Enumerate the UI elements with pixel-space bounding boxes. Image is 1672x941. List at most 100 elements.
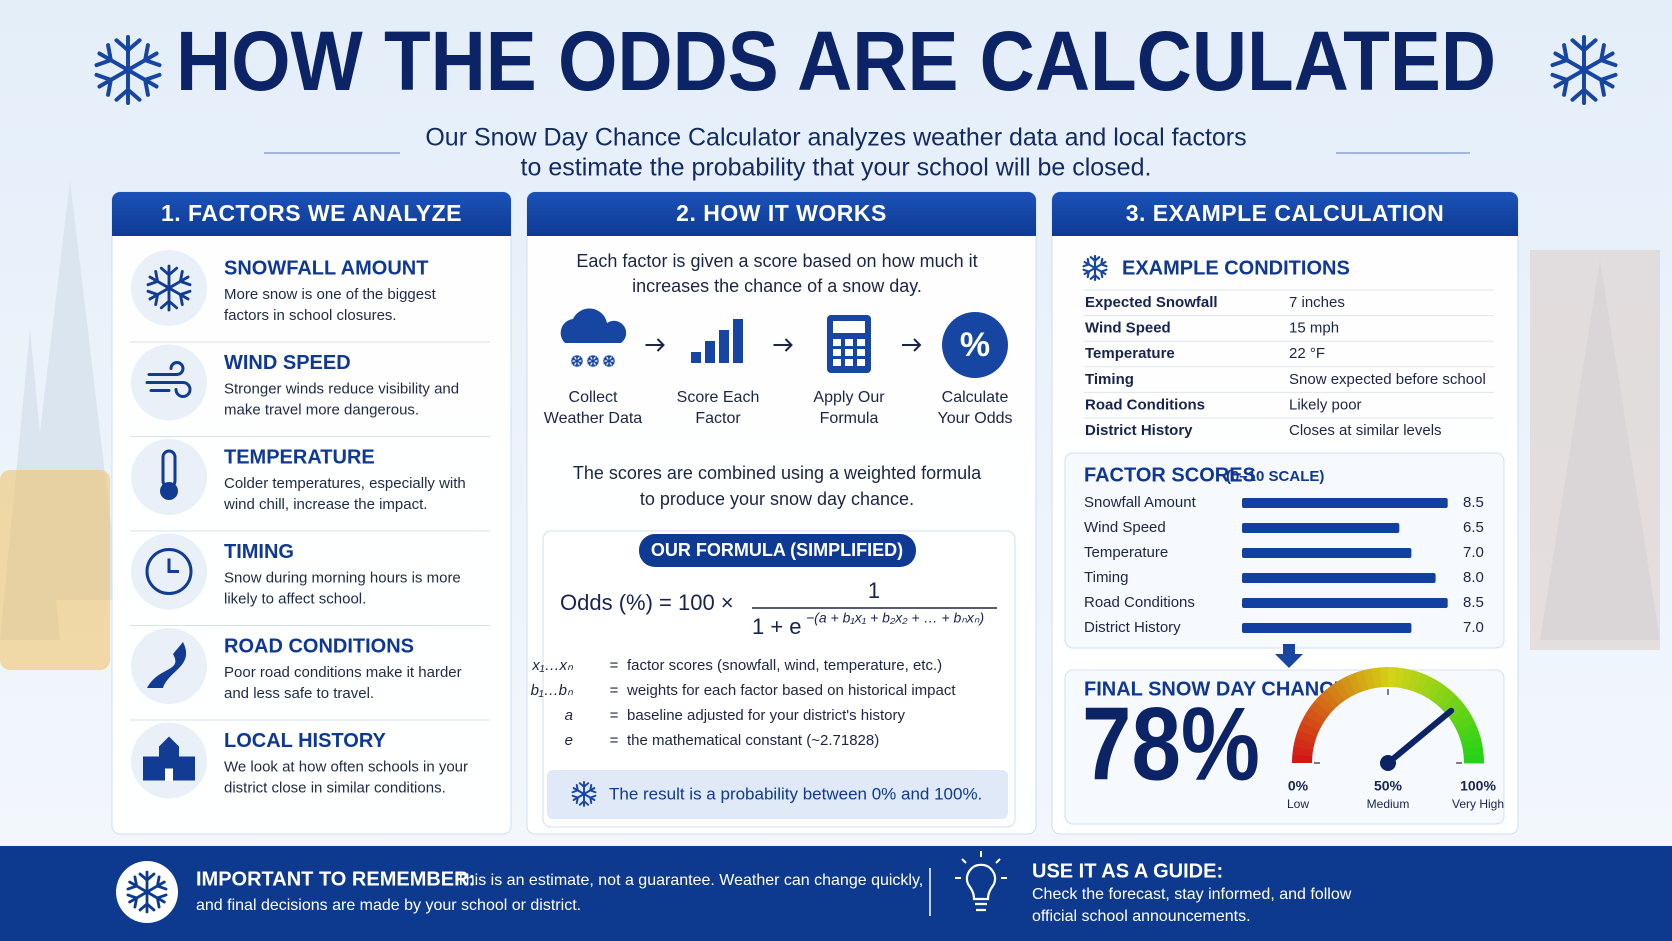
term-meaning: weights for each factor based on histori… <box>626 682 956 699</box>
panel-header <box>112 192 511 236</box>
remember-title: IMPORTANT TO REMEMBER: <box>196 868 475 890</box>
guide-text: Check the forecast, stay informed, and f… <box>1032 886 1352 903</box>
gauge-segment <box>1379 667 1389 688</box>
gauge-segment <box>1450 707 1472 726</box>
gauge-segment <box>1340 675 1357 698</box>
formula-denominator: 1 + e <box>752 614 802 639</box>
factor-desc: factors in school closures. <box>224 307 397 324</box>
score-bar <box>1242 573 1436 583</box>
bulb-ray <box>961 858 967 864</box>
panel-heading: 2. HOW IT WORKS <box>676 200 887 226</box>
cloud-icon <box>560 308 627 343</box>
gauge-segment <box>1347 672 1363 695</box>
gauge-segment <box>1446 701 1467 720</box>
gauge-segment <box>1314 694 1335 715</box>
calculator-icon <box>833 339 841 346</box>
condition-value: Likely poor <box>1289 396 1362 413</box>
step-label: Calculate <box>942 389 1009 406</box>
condition-value: 22 °F <box>1289 345 1325 362</box>
gauge-segment <box>1332 679 1351 701</box>
step-label: Your Odds <box>937 410 1012 427</box>
bulb-ray <box>995 858 1001 864</box>
gauge-segment <box>1388 667 1397 688</box>
note-box <box>547 770 1008 819</box>
term-symbol: x₁…xₙ <box>531 657 574 674</box>
school-icon <box>143 736 195 781</box>
bulb-icon <box>965 863 997 912</box>
gauge-segment <box>1461 738 1483 751</box>
factor-desc: Poor road conditions make it harder <box>224 664 462 681</box>
step-label: Collect <box>569 389 618 406</box>
percent-icon-text: % <box>960 326 990 364</box>
step-label: Score Each <box>677 389 760 406</box>
gauge-needle <box>1385 707 1455 766</box>
factor-desc: and less safe to travel. <box>224 685 374 702</box>
condition-label: District History <box>1085 422 1193 439</box>
factor-desc: likely to affect school. <box>224 590 366 607</box>
score-bar <box>1242 523 1400 533</box>
gauge-segment <box>1292 754 1313 763</box>
score-value: 7.0 <box>1463 544 1484 561</box>
condition-label: Temperature <box>1085 345 1175 362</box>
factor-desc: More snow is one of the biggest <box>224 286 437 303</box>
gauge-hub <box>1380 755 1396 771</box>
gauge-tick-label: 50% <box>1374 778 1403 794</box>
term-symbol: a <box>565 707 573 724</box>
gauge-segment <box>1371 667 1382 689</box>
score-label: Temperature <box>1084 544 1168 561</box>
chart-icon <box>733 319 743 363</box>
gauge-segment <box>1420 675 1437 698</box>
step-label: Formula <box>820 410 879 427</box>
intro-text: Each factor is given a score based on ho… <box>576 251 977 271</box>
factor-desc: Snow during morning hours is more <box>224 569 461 586</box>
combined-text: The scores are combined using a weighted… <box>573 463 982 483</box>
term-equals: = <box>610 657 619 674</box>
term-meaning: factor scores (snowfall, wind, temperatu… <box>627 657 942 674</box>
wind-icon <box>145 361 192 398</box>
step-label: Apply Our <box>813 389 885 406</box>
calculator-icon <box>845 359 853 366</box>
factor-icon-bg <box>131 439 207 515</box>
condition-value: 7 inches <box>1289 294 1345 311</box>
final-value: 78% <box>1082 686 1260 802</box>
final-box <box>1064 669 1505 825</box>
subtitle: to estimate the probability that your sc… <box>521 154 1152 182</box>
term-equals: = <box>610 732 619 749</box>
chart-icon <box>705 341 715 363</box>
factor-title: ROAD CONDITIONS <box>224 635 414 657</box>
gauge-segment <box>1431 684 1451 706</box>
arrow <box>773 338 793 352</box>
gauge-segment <box>1293 737 1315 750</box>
score-bar <box>1242 498 1448 508</box>
calculator-icon <box>857 359 865 366</box>
formula-numerator: 1 <box>868 578 880 603</box>
term-symbol: e <box>565 732 573 749</box>
gauge-segment <box>1462 746 1484 757</box>
gauge-segment <box>1401 668 1414 690</box>
factor-title: LOCAL HISTORY <box>224 730 387 752</box>
score-value: 8.5 <box>1463 594 1484 611</box>
term-symbol: b₁…bₙ <box>531 682 574 699</box>
intro-text: increases the chance of a snow day. <box>632 276 922 296</box>
factor-icon-bg <box>131 628 207 704</box>
formula-pill <box>639 534 916 567</box>
calculator-icon <box>857 349 865 356</box>
down-arrow <box>1275 644 1303 668</box>
arrow <box>645 338 665 352</box>
term-equals: = <box>610 707 619 724</box>
factor-title: TIMING <box>224 541 294 563</box>
score-bar <box>1242 548 1412 558</box>
score-value: 7.0 <box>1463 619 1484 636</box>
factor-desc: Stronger winds reduce visibility and <box>224 380 459 397</box>
calculator-icon <box>845 339 853 346</box>
gauge-segment <box>1453 715 1476 732</box>
gauge-segment <box>1320 689 1340 710</box>
gauge-segment <box>1441 695 1462 715</box>
guide-title: USE IT AS A GUIDE: <box>1032 860 1223 882</box>
chart-icon <box>691 352 701 363</box>
note-text: The result is a probability between 0% a… <box>609 784 982 803</box>
formula-exponent: −(a + b₁x₁ + b₂x₂ + … + bₙxₙ) <box>806 610 984 626</box>
gauge-tick-name: Low <box>1287 797 1309 811</box>
scores-title: FACTOR SCORES <box>1084 464 1256 486</box>
score-bar <box>1242 623 1412 633</box>
